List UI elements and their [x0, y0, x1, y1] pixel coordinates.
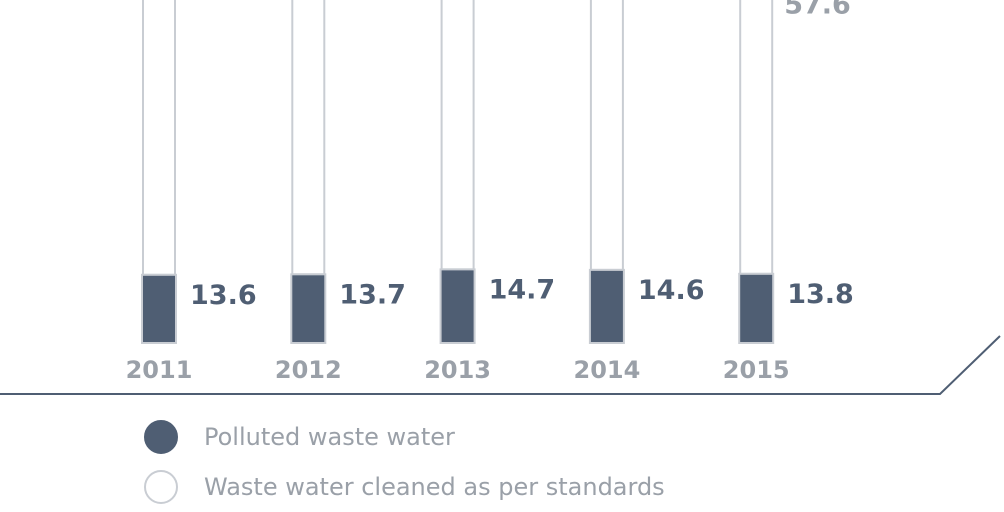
- label-polluted-2013: 14.7: [489, 274, 556, 305]
- label-polluted-2012: 13.7: [339, 279, 406, 310]
- bar-cleaned-2014: [589, 0, 624, 271]
- bar-cleaned-2012: [291, 0, 326, 276]
- tick-label-2015: 2015: [723, 356, 790, 384]
- bar-polluted-2013: [439, 268, 476, 344]
- tick-label-2014: 2014: [574, 356, 641, 384]
- label-polluted-2015: 13.8: [787, 279, 854, 310]
- legend-label-cleaned: Waste water cleaned as per standards: [204, 473, 665, 501]
- bar-polluted-2014: [588, 268, 625, 345]
- tick-label-2012: 2012: [275, 356, 342, 384]
- bar-cleaned-2013: [440, 0, 475, 271]
- label-polluted-2011: 13.6: [190, 280, 257, 311]
- tick-label-2011: 2011: [126, 356, 193, 384]
- legend-item-cleaned: Waste water cleaned as per standards: [144, 462, 665, 512]
- bar-polluted-2012: [290, 273, 327, 344]
- tick-label-2013: 2013: [424, 356, 491, 384]
- bar-polluted-2011: [141, 273, 177, 345]
- legend: Polluted waste water Waste water cleaned…: [144, 412, 665, 512]
- x-axis-baseline: [0, 335, 1001, 395]
- bar-cleaned-2011: [142, 0, 176, 276]
- legend-item-polluted: Polluted waste water: [144, 412, 665, 462]
- bar-cleaned-2015: [739, 0, 774, 275]
- legend-swatch-cleaned: [144, 470, 178, 504]
- legend-swatch-polluted: [144, 420, 178, 454]
- bar-polluted-2015: [738, 272, 775, 344]
- label-cleaned-2015: 57.6: [784, 0, 851, 20]
- legend-label-polluted: Polluted waste water: [204, 423, 455, 451]
- label-polluted-2014: 14.6: [638, 275, 705, 306]
